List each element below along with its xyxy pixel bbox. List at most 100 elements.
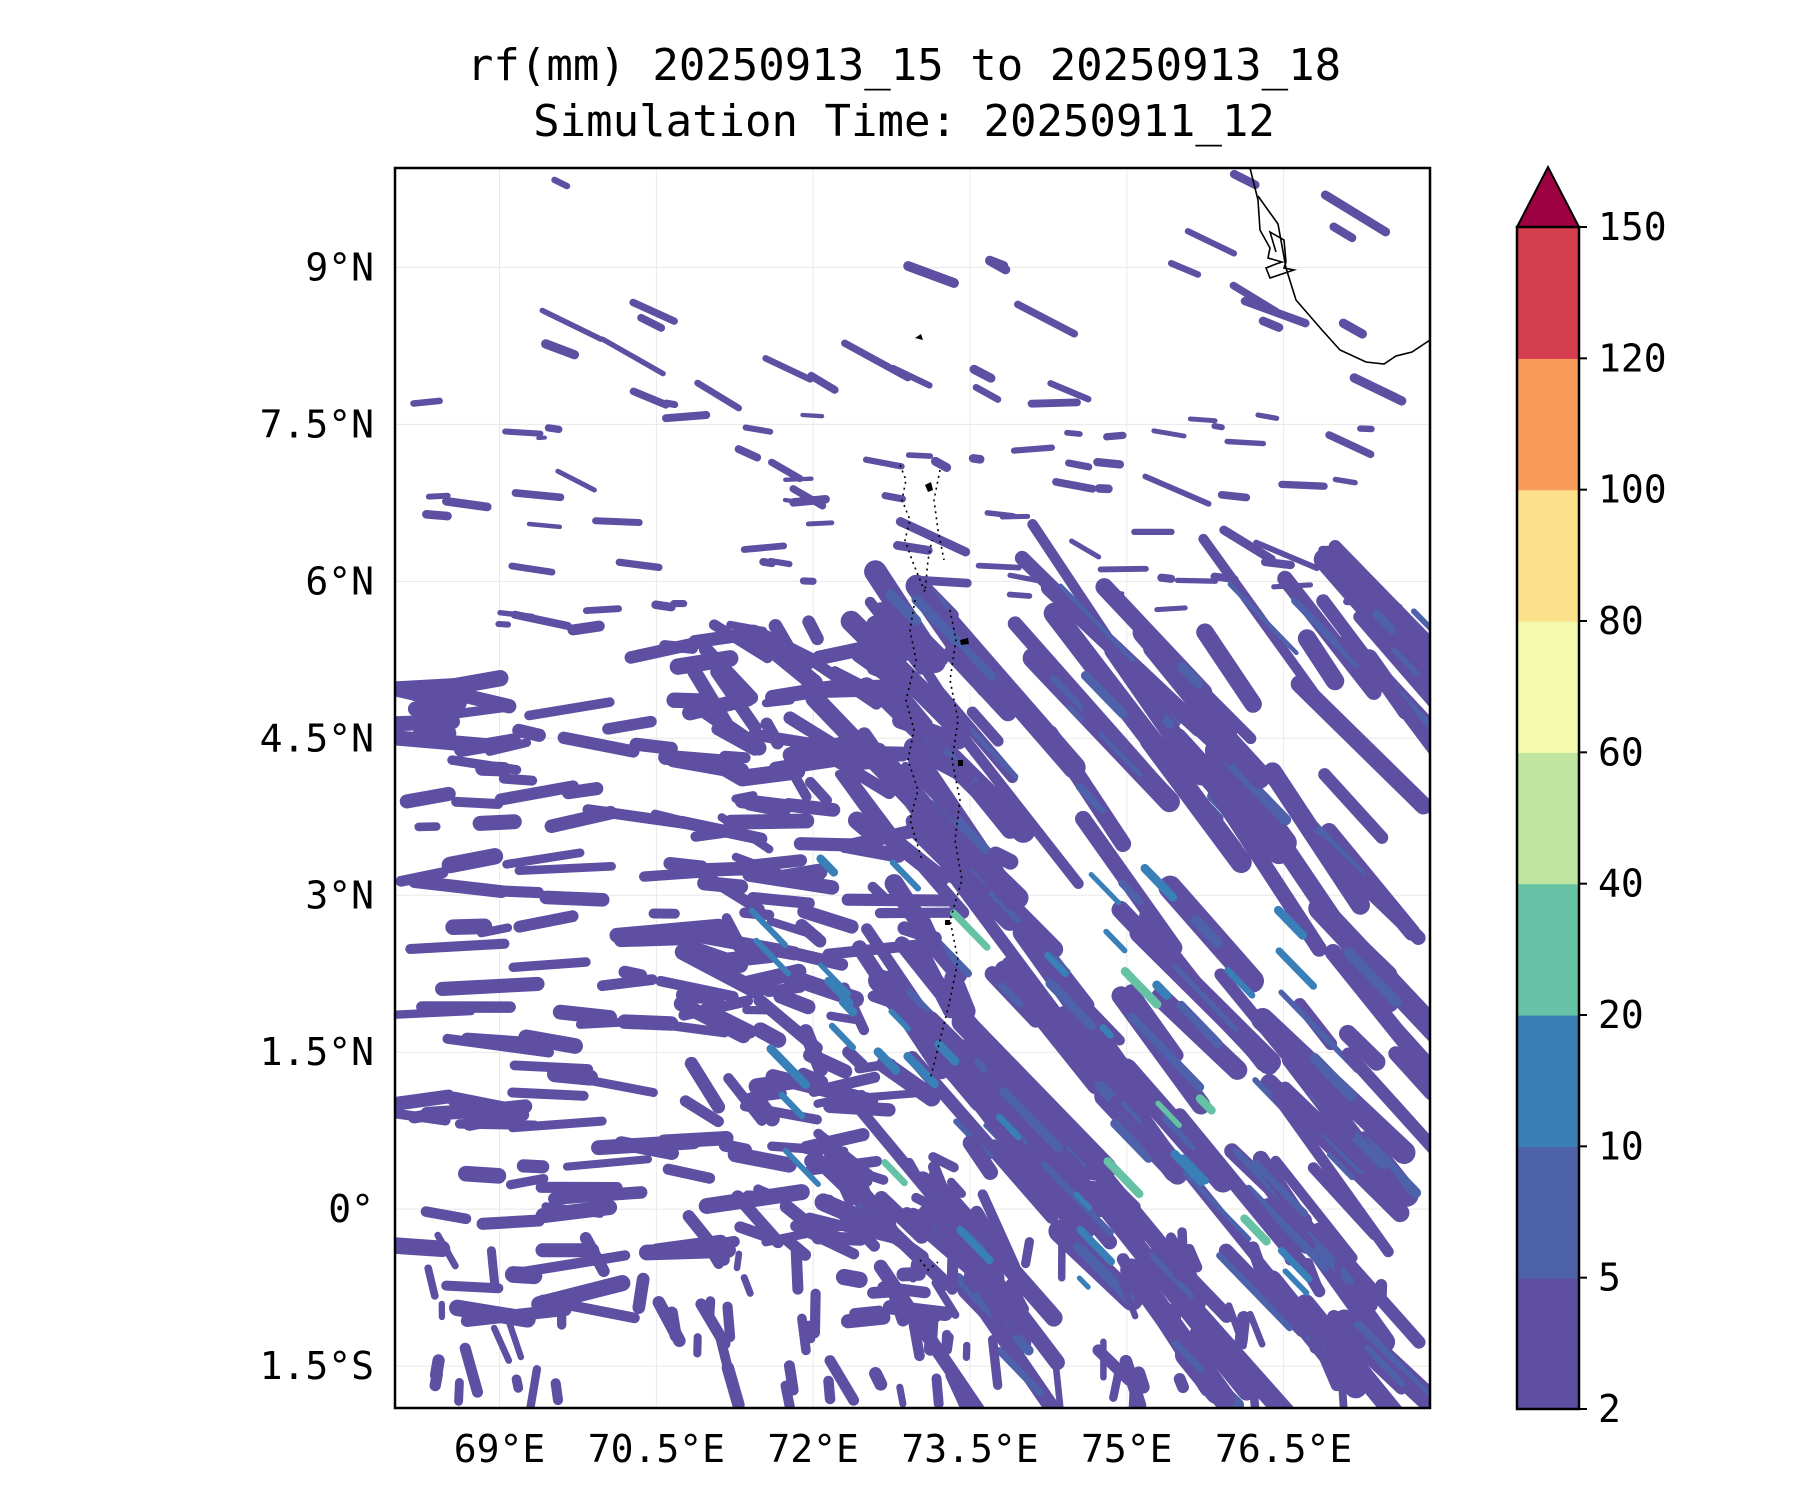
rain-cell	[888, 1008, 911, 1032]
rain-cell	[747, 891, 815, 909]
rain-cell	[510, 610, 572, 630]
rain-cell	[841, 339, 912, 382]
rain-cell	[1291, 597, 1361, 669]
rain-cell	[447, 702, 509, 720]
rain-cell	[950, 909, 991, 951]
rain-cell	[1041, 725, 1132, 853]
rain-cell	[972, 383, 1002, 403]
rain-cell	[786, 765, 812, 802]
rain-cell	[1227, 582, 1299, 656]
lat-tick-label: 4.5°N	[260, 716, 374, 760]
rain-cell	[1219, 525, 1276, 564]
colorbar-bin	[1517, 1146, 1579, 1279]
lon-tick-label: 70.5°E	[588, 1427, 725, 1471]
rain-cell	[885, 1280, 910, 1327]
rain-cell	[679, 1095, 724, 1128]
rain-cell	[1072, 1241, 1135, 1305]
rain-cell	[1353, 611, 1430, 708]
rain-cell	[541, 339, 580, 360]
rain-cell	[442, 1033, 554, 1058]
rain-cell	[969, 364, 996, 383]
rain-cell	[1075, 783, 1106, 814]
rain-cell	[797, 1313, 811, 1356]
map-plot-area: 69°E 70.5°E 72°E 73.5°E 75°E 76.5°E 9°N 7.5°N 6…	[260, 166, 1432, 1471]
rain-cell	[683, 860, 765, 915]
rain-cell	[1190, 914, 1223, 949]
colorbar-tick-labels: 2 5 10 20 40 60 80 100 120 150	[1579, 205, 1667, 1431]
rain-cell	[747, 1090, 780, 1127]
rain-cell	[971, 1271, 996, 1308]
rain-cell	[460, 1303, 572, 1328]
rain-cell	[1309, 1053, 1357, 1102]
rain-cell	[994, 960, 1106, 1095]
rain-cell	[805, 520, 835, 527]
rain-cell	[508, 562, 556, 576]
rain-cell	[494, 780, 579, 806]
rain-cell	[1010, 444, 1056, 454]
rain-cell	[1103, 431, 1127, 441]
rain-cell	[790, 1244, 804, 1295]
rain-cell	[454, 1378, 464, 1406]
rain-cell	[1252, 1159, 1309, 1218]
rain-cell	[407, 701, 457, 720]
rain-cell	[998, 982, 1024, 1008]
rain-cell	[1224, 438, 1267, 447]
rain-cell	[495, 620, 512, 628]
rain-cell	[411, 725, 457, 744]
rain-cell	[966, 706, 1004, 747]
rain-cell	[783, 476, 814, 482]
rain-cell	[800, 412, 825, 419]
rain-cell	[1099, 1024, 1114, 1039]
rain-cell	[889, 859, 922, 892]
rain-cell	[1155, 1100, 1182, 1128]
rain-cell	[1317, 1348, 1344, 1392]
rain-cell	[408, 875, 509, 899]
rain-cell	[618, 965, 648, 982]
rain-cell	[1088, 871, 1122, 906]
rain-cell	[507, 1087, 589, 1101]
rain-cell	[420, 1206, 472, 1225]
rain-cell	[942, 1332, 954, 1355]
rain-cell	[1184, 228, 1238, 257]
rain-cell	[1388, 1046, 1430, 1101]
rain-cell	[1154, 605, 1188, 613]
rain-cell	[1002, 956, 1026, 981]
rain-cell	[922, 667, 965, 728]
lat-tick-label: 9°N	[305, 245, 374, 289]
rain-cell	[451, 796, 504, 809]
rain-cell	[881, 492, 906, 503]
rain-cell	[1329, 222, 1357, 243]
rain-cell	[675, 987, 726, 1005]
rain-cell	[824, 1355, 860, 1406]
rain-cell	[511, 489, 565, 502]
rain-cell	[658, 1235, 740, 1259]
rain-cell	[1308, 1325, 1323, 1354]
lat-tick-label: 1.5°S	[260, 1344, 374, 1388]
rain-cell	[780, 1380, 796, 1408]
rain-cell	[1045, 978, 1096, 1031]
lon-tick-label: 75°E	[1081, 1427, 1173, 1471]
rain-cell	[536, 435, 547, 441]
rain-cell	[509, 1060, 594, 1074]
rain-cell	[476, 923, 513, 938]
rain-cell	[656, 1130, 734, 1149]
rain-cell	[708, 619, 773, 664]
rain-cell	[910, 938, 959, 1019]
rain-cell	[905, 1157, 925, 1186]
rain-cell	[453, 733, 522, 758]
rain-cell	[767, 458, 804, 483]
rain-cell	[476, 1214, 545, 1230]
rain-cell	[524, 697, 615, 721]
rain-cell	[1167, 259, 1202, 278]
rain-cell	[539, 307, 604, 342]
rain-cell	[956, 1226, 994, 1265]
rain-cell	[907, 1311, 925, 1362]
rain-cell	[1246, 1310, 1266, 1348]
lon-tick-label: 69°E	[454, 1427, 546, 1471]
rain-cell	[1211, 423, 1225, 431]
rain-cell	[908, 1207, 942, 1227]
rain-cell	[1172, 1108, 1312, 1276]
rain-cell	[650, 809, 712, 832]
rain-cell	[766, 1044, 810, 1090]
rain-cell	[1093, 457, 1125, 469]
